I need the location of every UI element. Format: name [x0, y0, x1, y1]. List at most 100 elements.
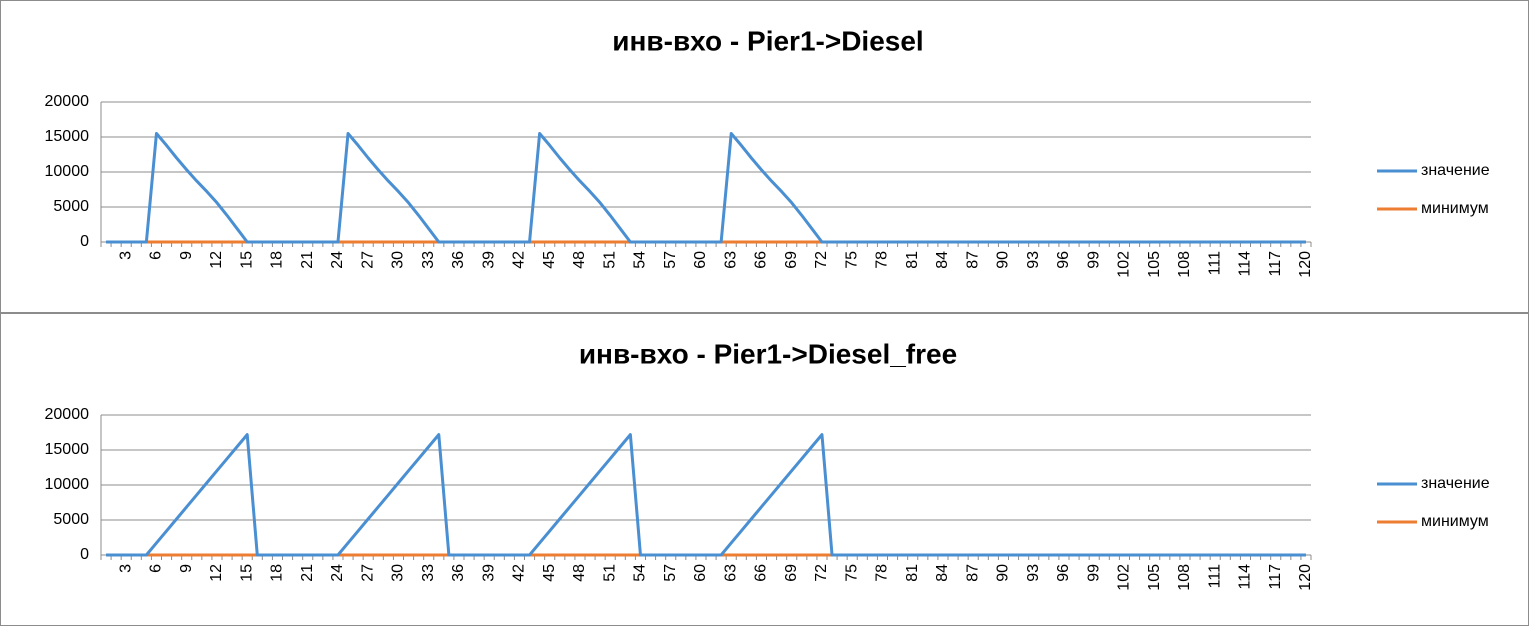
x-tick-label: 18	[269, 251, 286, 269]
chart-panel: инв-вхо - Pier1->Diesel_free 0 5000 10000 15…	[0, 313, 1529, 626]
x-tick-label: 57	[662, 251, 679, 269]
x-tick-label: 75	[843, 251, 860, 269]
x-tick-label: 45	[541, 564, 558, 582]
x-tick-label: 30	[390, 251, 407, 269]
x-tick-label: 72	[813, 564, 830, 582]
x-tick-label: 48	[571, 251, 588, 269]
x-tick-label: 3	[117, 564, 134, 573]
x-tick-label: 114	[1237, 251, 1254, 277]
x-tick-label: 21	[299, 251, 316, 269]
x-tick-label: 78	[874, 564, 891, 582]
y-tick-label: 10000	[45, 163, 90, 180]
x-tick-label: 120	[1297, 251, 1314, 278]
x-tick-label: 96	[1055, 251, 1072, 269]
y-tick-label: 15000	[45, 128, 90, 145]
y-tick-label: 5000	[53, 198, 89, 215]
x-tick-label: 99	[1085, 564, 1102, 582]
x-tick-label: 27	[359, 564, 376, 582]
legend-label: минимум	[1421, 513, 1489, 530]
x-tick-label: 18	[269, 564, 286, 582]
x-tick-label: 39	[480, 564, 497, 582]
x-tick-label: 78	[874, 251, 891, 269]
legend-label: значение	[1421, 162, 1490, 179]
x-tick-label: 3	[117, 251, 134, 260]
x-tick-label: 51	[601, 564, 618, 582]
x-tick-label: 90	[995, 251, 1012, 269]
x-tick-label: 24	[329, 251, 346, 269]
x-tick-label: 81	[904, 251, 921, 269]
x-tick-label: 36	[450, 564, 467, 582]
x-tick-label: 12	[208, 564, 225, 582]
y-tick-label: 0	[80, 546, 89, 563]
x-tick-label: 9	[178, 251, 195, 260]
x-tick-label: 12	[208, 251, 225, 269]
y-tick-label: 0	[80, 233, 89, 250]
x-tick-label: 117	[1267, 251, 1284, 277]
series-line	[106, 132, 1306, 244]
x-tick-label: 45	[541, 251, 558, 269]
x-tick-label: 90	[995, 564, 1012, 582]
x-tick-label: 114	[1237, 564, 1254, 590]
x-tick-label: 105	[1146, 251, 1163, 278]
x-tick-label: 102	[1116, 251, 1133, 278]
y-tick-label: 15000	[45, 441, 90, 458]
x-tick-label: 105	[1146, 564, 1163, 591]
x-tick-label: 69	[783, 251, 800, 269]
x-tick-label: 93	[1025, 251, 1042, 269]
x-tick-label: 33	[420, 251, 437, 269]
x-tick-label: 96	[1055, 564, 1072, 582]
x-tick-label: 21	[299, 564, 316, 582]
x-tick-label: 75	[843, 564, 860, 582]
y-tick-label: 20000	[45, 406, 90, 423]
x-tick-label: 54	[632, 251, 649, 269]
x-tick-label: 24	[329, 564, 346, 582]
x-tick-label: 108	[1176, 564, 1193, 591]
y-tick-label: 5000	[53, 511, 89, 528]
x-tick-label: 102	[1116, 564, 1133, 591]
x-tick-label: 108	[1176, 251, 1193, 278]
x-tick-label: 42	[511, 251, 528, 269]
x-tick-label: 30	[390, 564, 407, 582]
x-tick-label: 66	[753, 564, 770, 582]
x-tick-label: 15	[238, 251, 255, 269]
x-tick-label: 6	[148, 251, 165, 260]
series-line	[106, 433, 1306, 557]
x-tick-label: 60	[692, 564, 709, 582]
x-tick-label: 117	[1267, 564, 1284, 590]
x-tick-label: 111	[1206, 251, 1223, 275]
x-tick-label: 27	[359, 251, 376, 269]
x-tick-label: 87	[964, 564, 981, 582]
x-tick-label: 81	[904, 564, 921, 582]
x-tick-label: 15	[238, 564, 255, 582]
x-tick-label: 84	[934, 564, 951, 582]
legend-label: значение	[1421, 475, 1490, 492]
x-tick-label: 63	[722, 251, 739, 269]
x-tick-label: 60	[692, 251, 709, 269]
x-tick-label: 84	[934, 251, 951, 269]
legend-label: минимум	[1421, 200, 1489, 217]
x-tick-label: 39	[480, 251, 497, 269]
x-tick-label: 63	[722, 564, 739, 582]
chart-panel: инв-вхо - Pier1->Diesel 0 5000 10000 15000 20…	[0, 0, 1529, 313]
x-tick-label: 57	[662, 564, 679, 582]
x-tick-label: 66	[753, 251, 770, 269]
x-tick-label: 9	[178, 564, 195, 573]
x-tick-label: 99	[1085, 251, 1102, 269]
x-tick-label: 36	[450, 251, 467, 269]
x-tick-label: 51	[601, 251, 618, 269]
x-tick-label: 6	[148, 564, 165, 573]
x-tick-label: 111	[1206, 564, 1223, 588]
x-tick-label: 120	[1297, 564, 1314, 591]
y-tick-label: 20000	[45, 93, 90, 110]
x-tick-label: 93	[1025, 564, 1042, 582]
x-tick-label: 87	[964, 251, 981, 269]
chart-title: инв-вхо - Pier1->Diesel_free	[579, 338, 957, 369]
x-tick-label: 69	[783, 564, 800, 582]
chart-title: инв-вхо - Pier1->Diesel	[612, 25, 923, 56]
x-tick-label: 54	[632, 564, 649, 582]
x-tick-label: 42	[511, 564, 528, 582]
y-tick-label: 10000	[45, 476, 90, 493]
x-tick-label: 33	[420, 564, 437, 582]
x-tick-label: 48	[571, 564, 588, 582]
